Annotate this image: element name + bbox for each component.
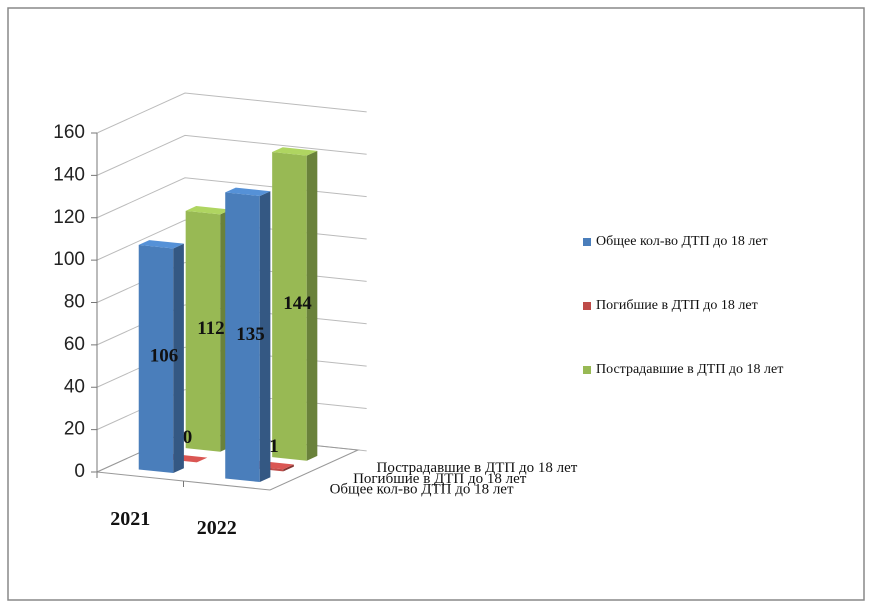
y-tick-label: 140 bbox=[53, 164, 85, 185]
legend-label: Погибшие в ДТП до 18 лет bbox=[596, 298, 758, 313]
data-label: 144 bbox=[283, 293, 312, 314]
y-tick-label: 60 bbox=[64, 334, 85, 355]
bar bbox=[225, 187, 271, 483]
grid-line bbox=[96, 92, 367, 134]
y-tick-label: 20 bbox=[64, 419, 85, 440]
bar-front bbox=[185, 210, 221, 452]
y-tick-label: 160 bbox=[53, 122, 85, 143]
data-label: 1 bbox=[269, 436, 279, 457]
depth-label: Пострадавшие в ДТП до 18 лет bbox=[377, 460, 578, 476]
bar-front bbox=[272, 152, 307, 461]
data-label: 106 bbox=[150, 346, 179, 367]
legend-swatch bbox=[583, 302, 591, 310]
bar-top bbox=[272, 147, 318, 156]
bar-top bbox=[138, 240, 184, 249]
depth-label: Общее кол-во ДТП до 18 лет bbox=[330, 481, 514, 497]
grid-line bbox=[96, 134, 367, 176]
y-tick-label: 80 bbox=[64, 292, 85, 313]
bar-side bbox=[173, 243, 184, 474]
y-tick-label: 40 bbox=[64, 376, 85, 397]
y-tick-label: 120 bbox=[53, 207, 85, 228]
x-tick-label: 2022 bbox=[197, 517, 237, 539]
y-tick-label: 0 bbox=[74, 461, 85, 482]
x-tick-label: 2021 bbox=[110, 508, 150, 530]
bar-side bbox=[259, 191, 271, 483]
y-tick-label: 100 bbox=[53, 249, 85, 270]
bar-top bbox=[225, 187, 271, 197]
legend-label: Пострадавшие в ДТП до 18 лет bbox=[596, 362, 783, 377]
bar-side bbox=[306, 150, 318, 461]
bar bbox=[272, 147, 318, 461]
legend-swatch bbox=[583, 366, 591, 374]
bar-front bbox=[225, 192, 260, 483]
bar-front bbox=[138, 244, 174, 474]
bar bbox=[138, 240, 184, 474]
legend-label: Общее кол-во ДТП до 18 лет bbox=[596, 234, 768, 249]
data-label: 112 bbox=[197, 318, 224, 339]
legend-swatch bbox=[583, 238, 591, 246]
data-label: 0 bbox=[183, 427, 193, 448]
bar-top bbox=[185, 206, 231, 215]
data-label: 135 bbox=[236, 324, 265, 345]
depth-label: Погибшие в ДТП до 18 лет bbox=[353, 471, 527, 487]
bar-side bbox=[283, 464, 294, 472]
